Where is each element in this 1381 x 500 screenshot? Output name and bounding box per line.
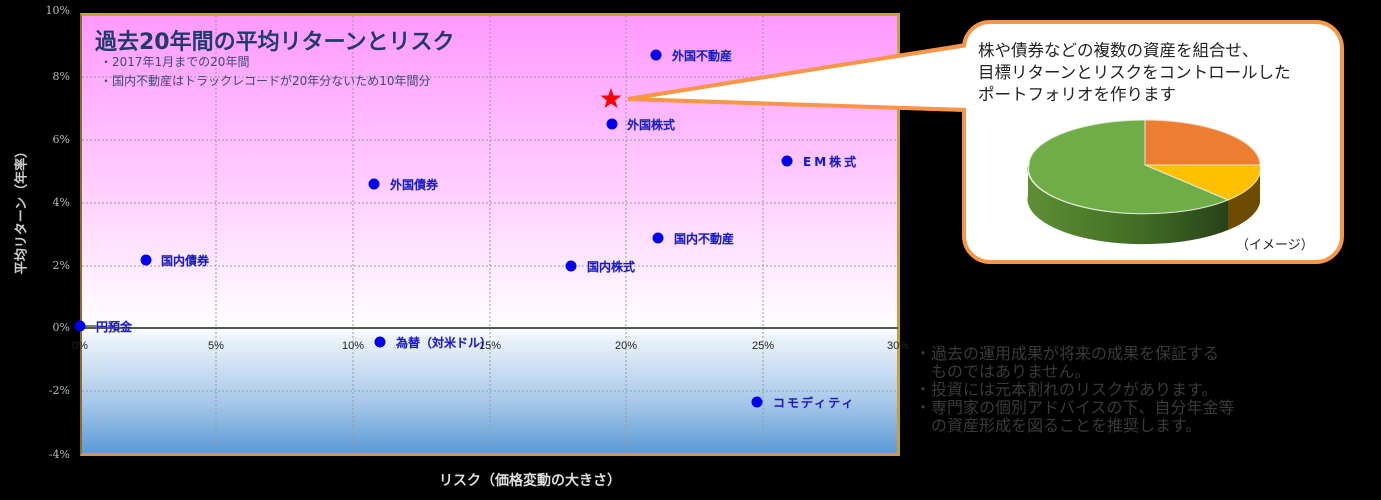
pie-slice-orange	[1144, 119, 1260, 166]
y-tick: -2%	[48, 384, 70, 397]
point-円預金	[74, 320, 86, 332]
point-外国不動産	[650, 49, 662, 61]
y-tick: 6%	[52, 133, 70, 146]
image-note: （イメージ）	[1236, 238, 1314, 253]
x-tick: 20%	[614, 340, 638, 352]
point-label: 外国株式	[627, 118, 676, 132]
chart-title: 過去20年間の平均リターンとリスク	[95, 30, 455, 55]
point-為替	[374, 336, 386, 348]
x-tick: 25%	[751, 340, 775, 352]
point-国内債券	[140, 254, 152, 266]
pie-slice-yellow	[1144, 164, 1260, 201]
note-1: ・2017年1月までの20年間	[100, 55, 250, 69]
point-label: 国内株式	[587, 260, 636, 274]
callout-line: 目標リターンとリスクをコントロールした	[978, 63, 1291, 82]
y-tick: 8%	[52, 70, 70, 83]
callout-text: 株や債券などの複数の資産を組合せ、 目標リターンとリスクをコントロールした ポー…	[978, 40, 1338, 106]
disclaimer-line: ・専門家の個別アドバイスの下、自分年金等	[915, 398, 1235, 417]
callout-line: ポートフォリオを作ります	[978, 85, 1176, 104]
pie-chart	[1027, 119, 1260, 245]
point-コモディティ	[751, 396, 763, 408]
y-tick: 4%	[52, 196, 70, 209]
disclaimer-line: ・投資には元本割れのリスクがあります。	[915, 380, 1218, 399]
point-label: 円預金	[96, 320, 133, 334]
point-外国株式	[606, 118, 618, 130]
point-label: 国内債券	[161, 254, 210, 268]
pie-side-yellow	[1228, 167, 1260, 230]
point-label: 外国債券	[390, 178, 439, 192]
pie-slice-green	[1028, 119, 1230, 215]
x-axis-label: リスク（価格変動の大きさ）	[439, 473, 621, 489]
point-label: 外国不動産	[672, 49, 733, 63]
pie-side-green	[1027, 165, 1228, 245]
x-tick: 30%	[886, 340, 910, 352]
x-tick: 10%	[341, 340, 365, 352]
callout-line: 株や債券などの複数の資産を組合せ、	[978, 41, 1259, 60]
point-国内株式	[565, 260, 577, 272]
disclaimer-line: ものではありません。	[915, 362, 1091, 381]
note-2: ・国内不動産はトラックレコードが20年分ないため10年間分	[100, 74, 431, 88]
point-外国債券	[368, 178, 380, 190]
point-EM株式	[781, 155, 793, 167]
point-label: 国内不動産	[674, 232, 735, 246]
plot-area	[80, 13, 900, 456]
star-icon	[600, 88, 622, 108]
point-label: コモディティ	[773, 396, 856, 410]
point-label: 為替（対米ドル）	[396, 336, 493, 350]
disclaimer-line: ・過去の運用成果が将来の成果を保証する	[915, 344, 1220, 363]
x-tick: 0%	[72, 340, 88, 352]
point-label: EM株式	[803, 155, 860, 169]
y-tick: 10%	[45, 4, 70, 17]
y-tick: 0%	[52, 321, 70, 334]
y-tick: 2%	[52, 259, 70, 272]
disclaimer: ・過去の運用成果が将来の成果を保証する ものではありません。 ・投資には元本割れ…	[915, 345, 1335, 435]
disclaimer-line: の資産形成を図ることを推奨します。	[915, 416, 1202, 435]
y-tick: -4%	[48, 448, 70, 461]
x-tick: 15%	[478, 340, 502, 352]
x-tick: 5%	[208, 340, 224, 352]
point-国内不動産	[652, 232, 664, 244]
